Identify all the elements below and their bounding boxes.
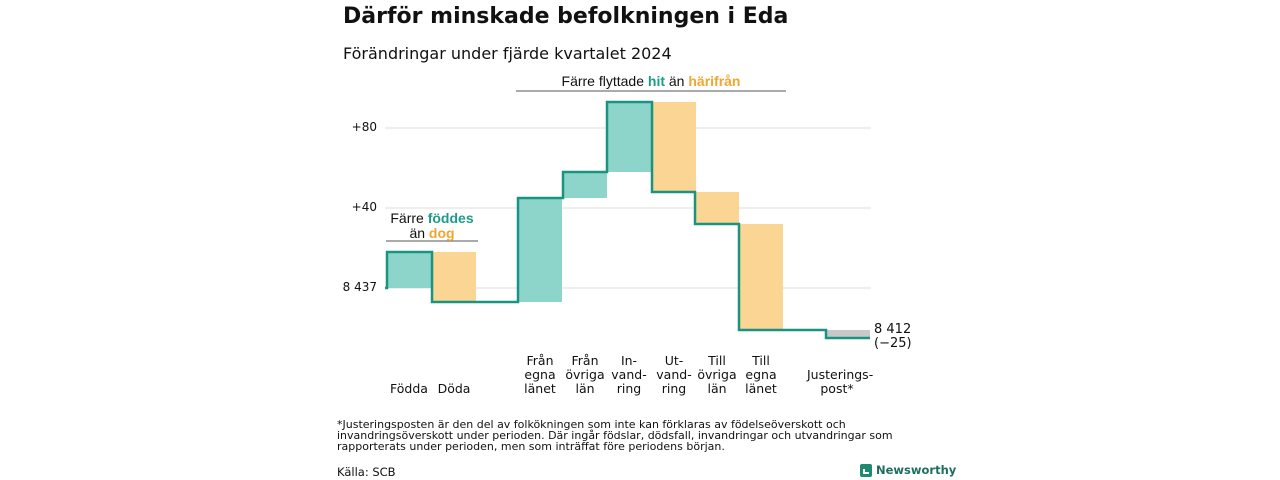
migration-annotation-teal: hit — [647, 73, 665, 89]
waterfall-bar — [432, 252, 476, 302]
births-annotation-orange: dog — [428, 225, 455, 241]
category-label: Födda — [390, 381, 428, 396]
y-tick-label: 8 437 — [342, 280, 377, 294]
category-label: Till egna länet — [745, 353, 777, 396]
births-annotation-mid: än — [409, 225, 426, 241]
category-label: Döda — [437, 381, 471, 396]
waterfall-bar — [563, 172, 607, 198]
end-change: (−25) — [874, 336, 912, 351]
migration-annotation: Färre flyttade hit än härifrån — [516, 74, 786, 89]
footnote: *Justeringsposten är den del av folkökni… — [337, 418, 893, 453]
chart-subtitle: Förändringar under fjärde kvartalet 2024 — [343, 44, 672, 63]
end-value: 8 412 — [874, 322, 912, 337]
brand-name: Newsworthy — [876, 463, 957, 477]
waterfall-bar — [739, 224, 783, 330]
brand-logo: Newsworthy — [860, 463, 956, 477]
source-label: Källa: SCB — [337, 465, 396, 479]
chart-title: Därför minskade befolkningen i Eda — [343, 4, 789, 29]
y-tick-label: +40 — [351, 200, 377, 214]
waterfall-bar — [652, 102, 696, 192]
migration-annotation-mid: än — [668, 73, 685, 89]
births-annotation: Färre föddes än dog — [386, 211, 478, 241]
chart-logo-icon — [860, 463, 872, 477]
waterfall-bar — [695, 192, 739, 224]
waterfall-bar — [518, 198, 562, 302]
category-label: Från egna länet — [524, 353, 556, 396]
category-label: In- vand- ring — [611, 353, 647, 396]
category-label: Från övriga län — [565, 353, 605, 396]
waterfall-bar — [387, 252, 431, 288]
migration-annotation-prefix: Färre flyttade — [561, 73, 644, 89]
waterfall-bar — [607, 102, 651, 172]
category-label: Justerings- post* — [807, 367, 874, 396]
waterfall-bar — [826, 330, 870, 338]
category-label: Ut- vand- ring — [656, 353, 692, 396]
births-annotation-prefix: Färre — [390, 210, 424, 226]
category-label: Till övriga län — [697, 353, 737, 396]
migration-annotation-orange: härifrån — [688, 73, 741, 89]
y-tick-label: +80 — [351, 120, 377, 134]
end-value-label: 8 412 (−25) — [874, 323, 912, 351]
births-annotation-teal: föddes — [427, 210, 474, 226]
cumulative-step-line — [385, 100, 870, 340]
